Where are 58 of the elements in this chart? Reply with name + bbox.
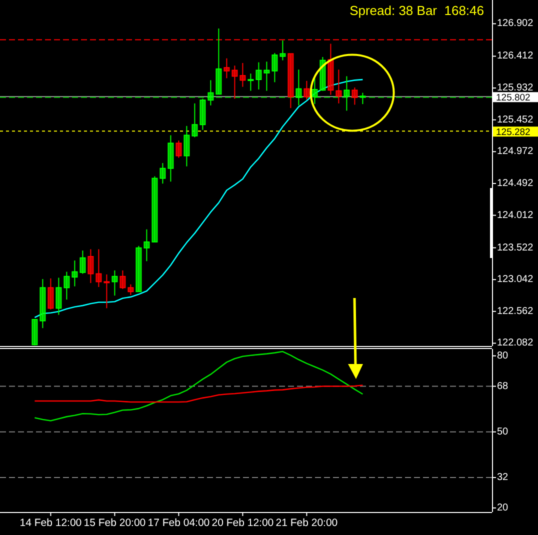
candlestick [208,80,214,106]
ref-line-label: 125.802 [496,92,530,104]
candlestick [248,73,254,92]
x-tick-label: 20 Feb 12:00 [212,517,274,529]
candlestick [360,92,366,105]
candlestick [352,86,358,106]
candlestick [56,277,62,316]
candlestick [48,278,54,310]
candlestick [144,228,150,262]
x-tick-label: 14 Feb 12:00 [20,517,82,529]
y-tick-label: 125.932 [497,82,534,94]
x-tick-label: 15 Feb 20:00 [84,517,146,529]
y-tick-label: 50 [497,426,509,438]
line-series [34,350,364,422]
y-tick-label: 80 [497,350,509,362]
candlestick [192,102,198,138]
y-tick-label: 68 [497,380,509,392]
candlestick [176,140,182,158]
candlestick [256,62,262,90]
candlestick [160,162,166,184]
candlestick [88,248,94,284]
x-tick-label: 17 Feb 04:00 [148,517,210,529]
ref-line-label: 125.282 [496,126,530,138]
candlestick [272,52,278,83]
candlestick [264,61,270,92]
candlestick [304,80,310,100]
y-tick-label: 123.042 [497,274,534,286]
candlestick [296,69,302,106]
y-tick-label: 125.452 [497,114,534,126]
candlestick [128,284,134,296]
y-tick-label: 32 [497,472,509,484]
y-tick-label: 124.492 [497,178,534,189]
candlestick [232,65,238,100]
candlestick [184,125,190,167]
candlestick [336,69,342,104]
y-tick-label: 122.562 [497,306,534,317]
y-tick-label: 20 [497,502,509,514]
candlestick [104,274,110,309]
candlestick [344,76,350,112]
y-tick-label: 122.082 [497,338,534,349]
candlestick [120,270,126,290]
y-tick-label: 124.012 [497,210,534,221]
candlestick [112,270,118,296]
candlestick [96,248,102,288]
candlestick [280,40,286,61]
line-series [34,78,364,318]
annotation: Spread: 38 Bar 168:46 [350,3,484,18]
line-series [34,384,364,403]
x-tick-label: 21 Feb 20:00 [276,517,338,529]
candlestick [72,260,78,287]
candlestick [64,271,70,300]
candlestick [80,250,86,274]
y-tick-label: 123.522 [497,242,534,254]
candlestick [224,58,230,79]
y-tick-label: 124.972 [497,146,534,158]
y-tick-label: 126.902 [497,18,534,30]
candlestick [240,62,246,88]
y-tick-label: 126.412 [497,50,534,62]
